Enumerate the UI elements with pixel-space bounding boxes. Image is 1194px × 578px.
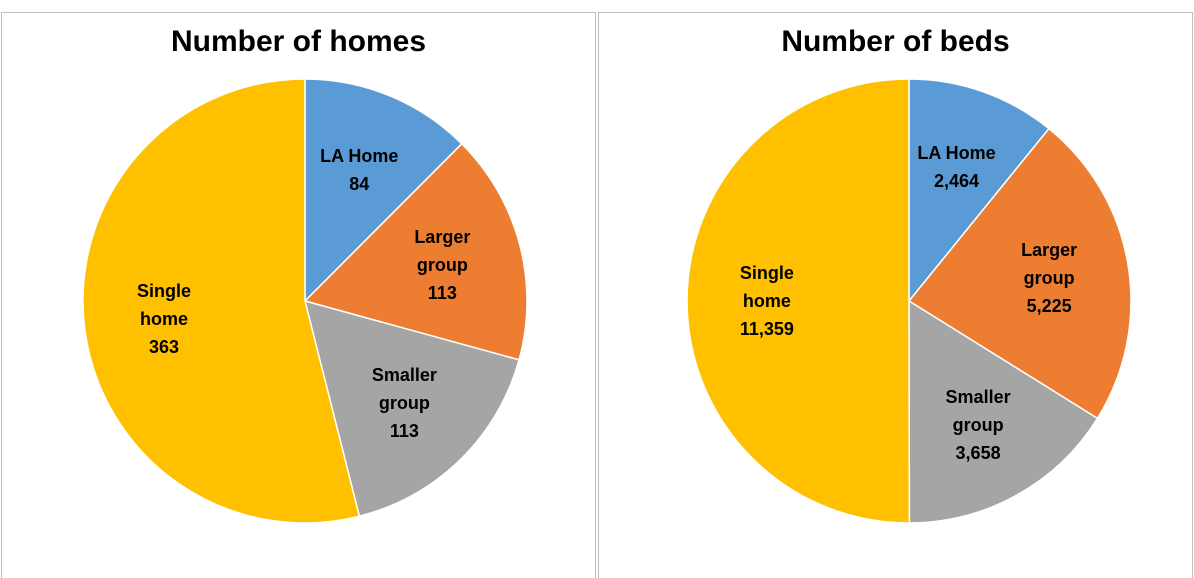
pie-slice [303, 142, 528, 361]
slice-label: LA Home 2,464 [917, 139, 995, 195]
pie-slice [82, 78, 361, 524]
slice-category: Single home [136, 280, 191, 329]
slice-value: 84 [349, 173, 370, 194]
slice-category: Larger group [414, 226, 471, 275]
slice-value: 113 [389, 420, 419, 441]
slice-label: LA Home 84 [320, 142, 398, 198]
pie-slice [907, 127, 1132, 420]
slice-label: Single home 11,359 [719, 259, 814, 343]
slice-label: Single home 363 [117, 277, 212, 361]
chart-title: Number of homes [170, 25, 427, 58]
pie-slice [908, 78, 1050, 304]
slice-value: 5,225 [1026, 295, 1072, 316]
slice-label: Larger group 113 [395, 223, 490, 307]
pie-chart [686, 78, 1132, 524]
slice-label: Smaller group 113 [357, 361, 452, 445]
slice-category: Smaller group [371, 364, 437, 413]
pie-chart [82, 78, 528, 524]
slice-value: 113 [427, 282, 457, 303]
slice-value: 363 [148, 336, 180, 357]
slice-label: Smaller group 3,658 [931, 383, 1026, 467]
chart-title: Number of beds [781, 25, 1010, 58]
slice-category: Single home [739, 263, 794, 312]
pie-slice [304, 78, 463, 303]
pie-slice [303, 299, 520, 518]
chart-panel: Number of beds LA Home 2,464 Larger group 5… [598, 12, 1193, 578]
slice-value: 11,359 [739, 319, 794, 340]
slice-category: Larger group [1021, 239, 1078, 288]
slice-value: 3,658 [955, 443, 1001, 464]
slice-category: LA Home [320, 145, 399, 166]
slice-label: Larger group 5,225 [1002, 236, 1097, 320]
slice-value: 2,464 [933, 171, 980, 192]
slice-category: LA Home [917, 143, 996, 164]
slice-category: Smaller group [945, 387, 1011, 436]
chart-panel: Number of homes LA Home 84 Larger group 113… [1, 12, 596, 578]
pie-slice [686, 78, 911, 524]
pie-slice [908, 299, 1099, 524]
